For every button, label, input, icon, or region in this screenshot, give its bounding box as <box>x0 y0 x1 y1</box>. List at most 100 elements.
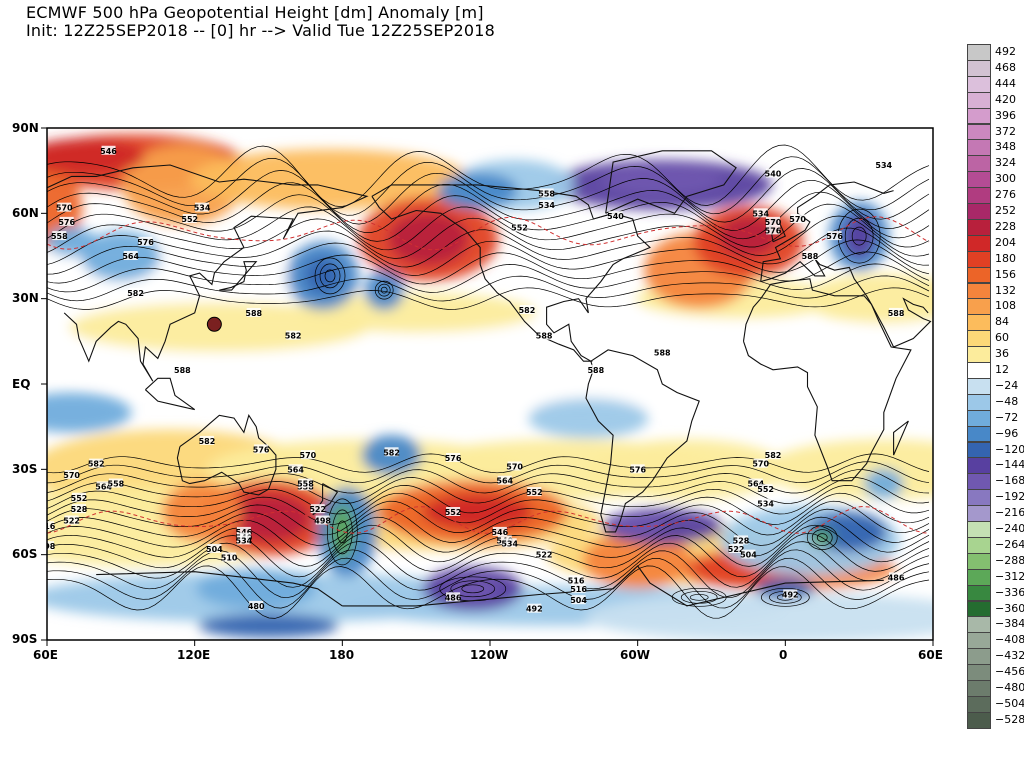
contour-label-bg <box>889 572 904 582</box>
contour-label-bg <box>655 347 670 357</box>
lon-label-120w: 120W <box>470 648 509 662</box>
colorbar-swatch <box>967 441 991 459</box>
colorbar-swatch <box>967 330 991 348</box>
colorbar-label: −24 <box>995 378 1019 392</box>
contour-label: 522 <box>63 517 80 526</box>
colorbar-swatch <box>967 664 991 681</box>
contour-label: 534 <box>752 209 769 218</box>
contour-label-bg <box>288 464 303 474</box>
colorbar-label: −216 <box>995 506 1024 520</box>
contour-label: 516 <box>570 585 587 594</box>
lon-label-60e-right: 60E <box>918 648 943 662</box>
contour-label: 558 <box>297 480 314 489</box>
contour-label-bg <box>123 251 138 260</box>
colorbar-label: −192 <box>995 490 1024 504</box>
contour-label-bg <box>108 478 123 488</box>
colorbar-swatch <box>967 266 991 284</box>
chart-subtitle: Init: 12Z25SEP2018 -- [0] hr --> Valid T… <box>26 21 496 40</box>
colorbar-swatch <box>967 457 991 475</box>
closed-low-contour <box>324 269 336 283</box>
nh-height-contour <box>47 263 930 293</box>
contour-label: 576 <box>765 226 782 235</box>
nh-height-contour <box>47 227 930 268</box>
contour-label-bg <box>175 364 190 374</box>
contour-label-bg <box>827 231 842 241</box>
colorbar-swatch <box>967 473 991 491</box>
contour-label: 552 <box>445 508 462 517</box>
contour-label-bg <box>446 507 461 516</box>
colorbar-label: −528 <box>995 712 1024 726</box>
anomaly-blob <box>198 613 339 638</box>
contour-label: 492 <box>782 590 799 599</box>
colorbar-swatch <box>967 489 991 507</box>
anomaly-blob <box>863 468 904 499</box>
nh-height-contour <box>47 251 930 285</box>
lat-label-60s: 60S <box>12 547 38 561</box>
sh-height-contour <box>47 549 930 599</box>
anomaly-blob <box>47 392 132 433</box>
colorbar-swatch <box>967 346 991 363</box>
typhoon-low <box>206 316 222 332</box>
closed-low-contour <box>811 529 833 546</box>
contour-label-bg <box>588 364 603 374</box>
colorbar-label: 324 <box>995 156 1016 170</box>
contour-label: 576 <box>137 238 154 247</box>
contour-label: 534 <box>236 536 253 545</box>
colorbar-label: −360 <box>995 601 1024 615</box>
contour-label-bg <box>539 188 554 198</box>
contour-label-bg <box>790 214 805 224</box>
contour-label-bg <box>182 214 197 224</box>
lon-label-0: 0 <box>779 648 788 662</box>
anomaly-blob <box>640 329 881 410</box>
colorbar-swatch <box>967 171 991 189</box>
anomaly-blob <box>47 138 144 175</box>
coastline <box>893 420 909 456</box>
contour-label: 576 <box>253 445 270 454</box>
colorbar-label: 444 <box>995 76 1016 90</box>
closed-low-contour <box>319 263 341 289</box>
colorbar-label: 132 <box>995 283 1016 297</box>
contour-label: 582 <box>88 460 105 469</box>
colorbar-label: −456 <box>995 665 1024 679</box>
axis-ticks <box>41 127 934 646</box>
contour-label-bg <box>195 202 210 212</box>
colorbar-label: 108 <box>995 299 1016 313</box>
contour-label-bg <box>527 487 542 497</box>
nh-height-contour <box>47 191 930 242</box>
coastline <box>605 150 737 214</box>
anomaly-blob <box>437 172 518 209</box>
contour-label-bg <box>519 305 534 315</box>
colorbar-label: 348 <box>995 140 1016 154</box>
contour-label-bg <box>64 515 79 525</box>
sh-height-contour <box>47 469 930 494</box>
contour-label: 528 <box>71 505 88 514</box>
colorbar-swatch <box>967 282 991 300</box>
contour-label: 588 <box>174 366 191 375</box>
anomaly-blob <box>803 273 933 324</box>
anomaly-blob <box>364 270 405 311</box>
contour-label: 564 <box>122 252 139 261</box>
closed-low-contour <box>374 280 394 300</box>
coastline <box>176 413 277 496</box>
contour-label: 534 <box>875 161 892 170</box>
colorbar-swatch <box>967 393 991 411</box>
colorbar-swatch <box>967 75 991 93</box>
contour-label: 522 <box>309 505 326 514</box>
contour-label-bg <box>492 526 507 536</box>
colorbar-swatch <box>967 409 991 427</box>
anomaly-blob <box>718 216 779 257</box>
closed-low-contour <box>760 587 810 607</box>
contour-label-bg <box>300 450 315 460</box>
contour-label-bg <box>138 236 153 246</box>
colorbar-swatch <box>967 648 991 666</box>
contour-label-bg <box>734 535 749 545</box>
contour-label-bg <box>753 208 768 218</box>
contour-label: 486 <box>445 593 462 602</box>
contour-label: 534 <box>501 539 518 548</box>
contour-label-bg <box>384 447 399 457</box>
contour-label: 492 <box>526 605 543 614</box>
colorbar-swatch <box>967 218 991 236</box>
contour-label: 576 <box>826 232 843 241</box>
contour-label-bg <box>199 435 214 445</box>
contour-label: 546 <box>491 528 508 537</box>
